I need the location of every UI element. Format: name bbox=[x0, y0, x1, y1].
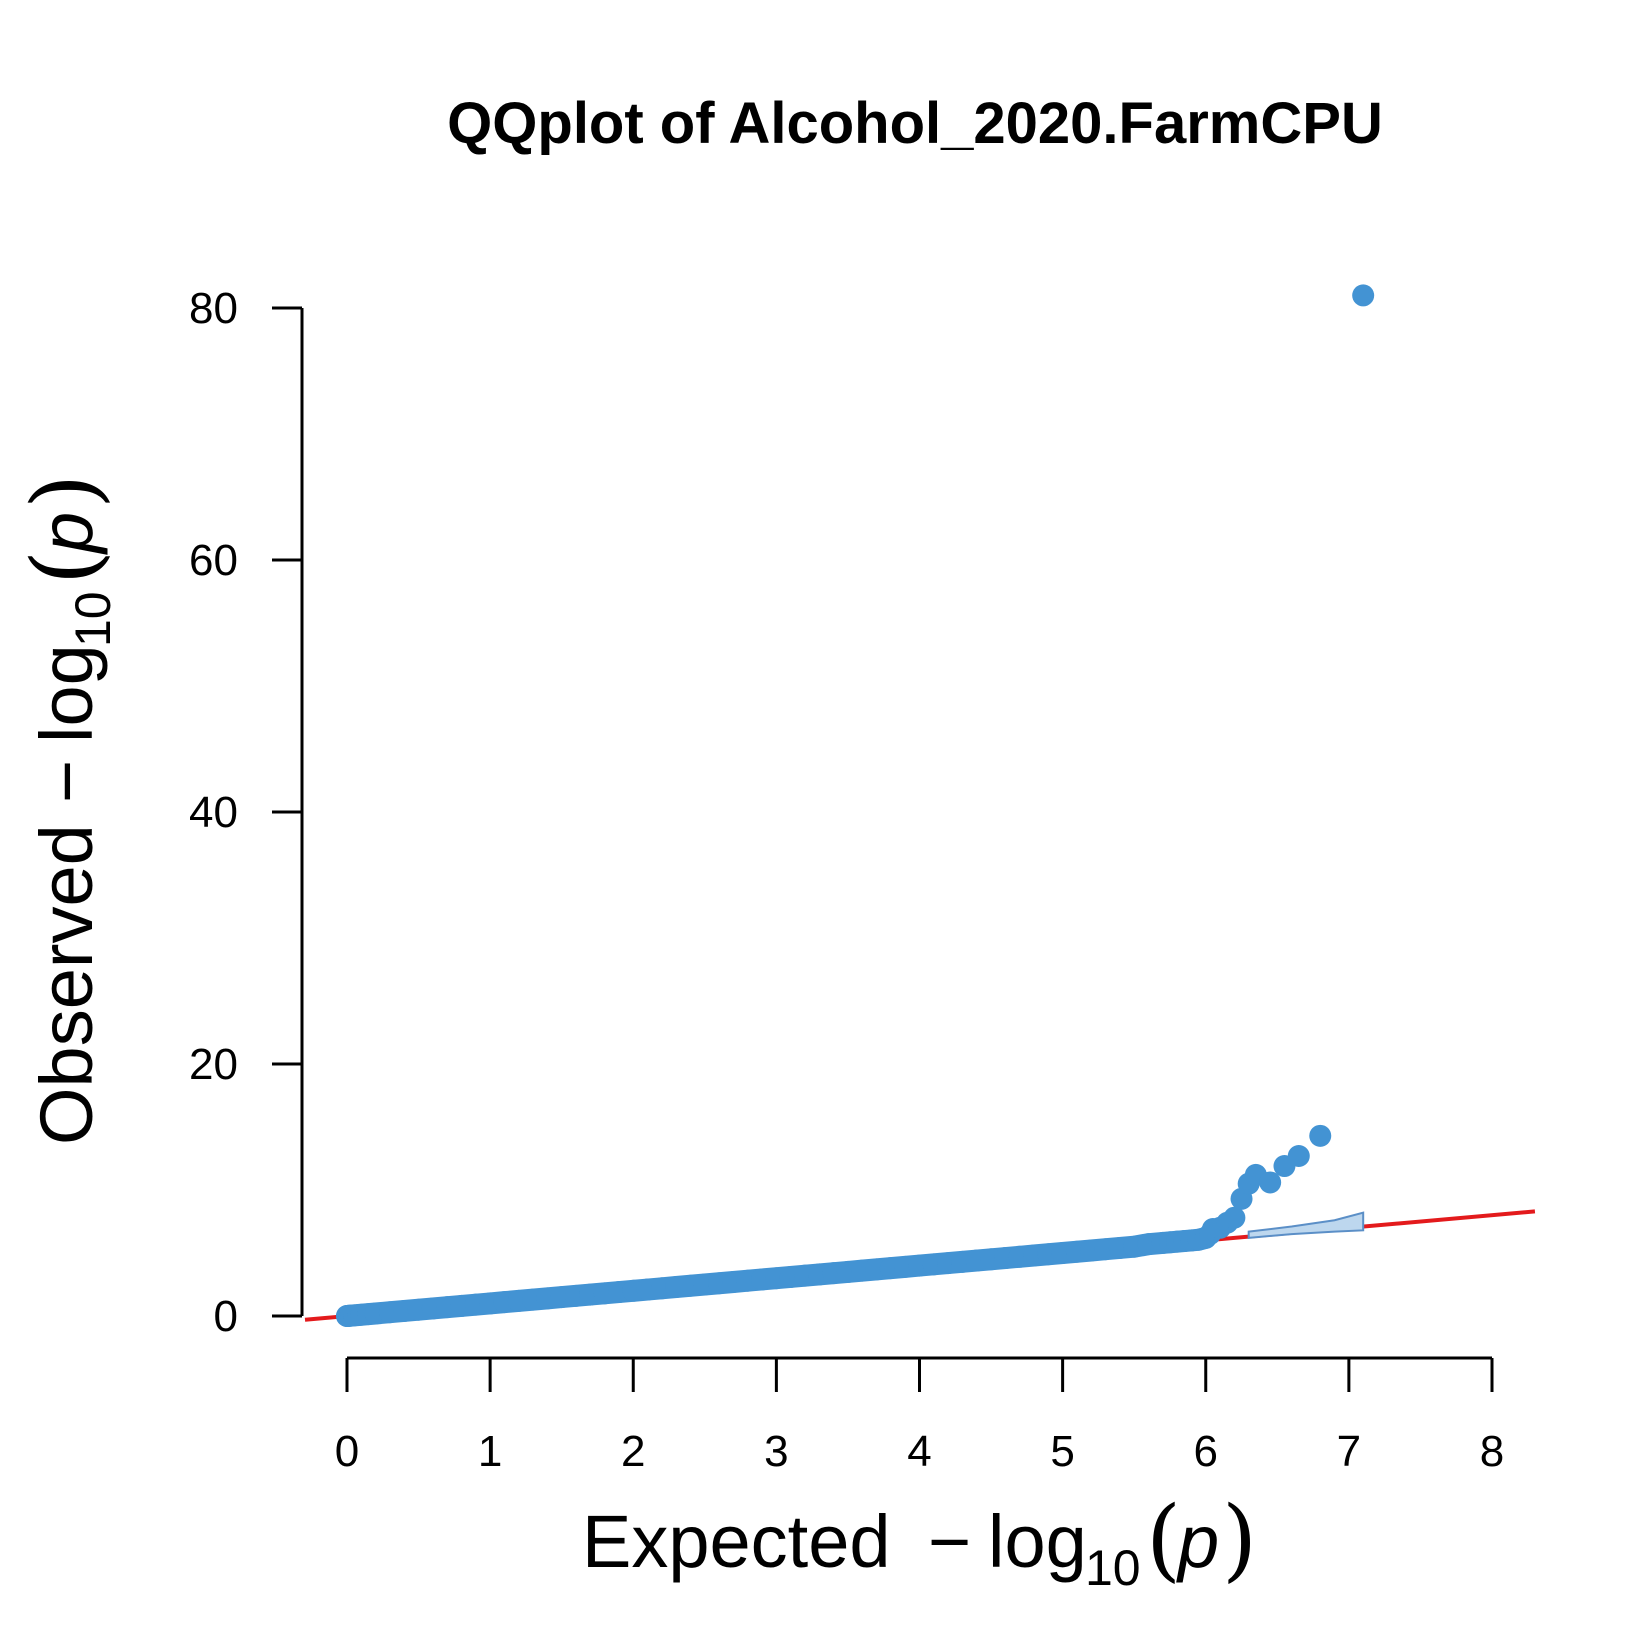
y-label-base: 10 bbox=[65, 591, 121, 647]
y-label-log: log bbox=[25, 644, 108, 743]
x-tick-label: 2 bbox=[621, 1427, 645, 1476]
x-tick-label: 3 bbox=[764, 1427, 788, 1476]
y-tick-label: 20 bbox=[189, 1040, 238, 1089]
plot-layer bbox=[304, 284, 1536, 1327]
y-tick-label: 80 bbox=[189, 284, 238, 333]
x-axis-ticks: 0 1 2 3 4 5 6 7 8 bbox=[335, 1358, 1504, 1476]
chart-title: QQplot of Alcohol_2020.FarmCPU bbox=[447, 91, 1383, 156]
data-point bbox=[1287, 1144, 1310, 1167]
x-tick-label: 4 bbox=[907, 1427, 931, 1476]
data-point bbox=[1309, 1124, 1332, 1147]
y-axis-label: Observed − log 10 ( p ) bbox=[13, 474, 121, 1145]
data-point bbox=[1259, 1171, 1282, 1194]
y-tick-label: 0 bbox=[214, 1292, 238, 1341]
x-label-log: log bbox=[988, 1500, 1087, 1583]
x-tick-label: 1 bbox=[478, 1427, 502, 1476]
confidence-band bbox=[1247, 1211, 1365, 1239]
y-tick-label: 40 bbox=[189, 788, 238, 837]
y-label-minus: − bbox=[25, 760, 108, 803]
y-tick-label: 60 bbox=[189, 536, 238, 585]
y-axis-ticks: 0 20 40 60 80 bbox=[189, 284, 302, 1341]
x-label-close-paren: ) bbox=[1222, 1487, 1257, 1592]
x-tick-label: 5 bbox=[1050, 1427, 1074, 1476]
x-label-base: 10 bbox=[1085, 1540, 1141, 1596]
y-label-var: p bbox=[25, 512, 108, 555]
y-label-open-paren: ( bbox=[13, 550, 118, 585]
x-label-prefix: Expected bbox=[582, 1500, 891, 1583]
x-label-open-paren: ( bbox=[1146, 1487, 1181, 1592]
x-axis-label: Expected − log 10 ( p ) bbox=[582, 1487, 1257, 1596]
y-label-prefix: Observed bbox=[25, 824, 108, 1145]
x-label-minus: − bbox=[928, 1500, 971, 1583]
data-point bbox=[1223, 1206, 1246, 1229]
x-tick-label: 6 bbox=[1194, 1427, 1218, 1476]
data-point bbox=[1352, 284, 1375, 307]
x-tick-label: 8 bbox=[1480, 1427, 1504, 1476]
x-tick-label: 7 bbox=[1337, 1427, 1361, 1476]
x-tick-label: 0 bbox=[335, 1427, 359, 1476]
x-label-var: p bbox=[1176, 1500, 1219, 1583]
y-label-close-paren: ) bbox=[13, 474, 118, 509]
